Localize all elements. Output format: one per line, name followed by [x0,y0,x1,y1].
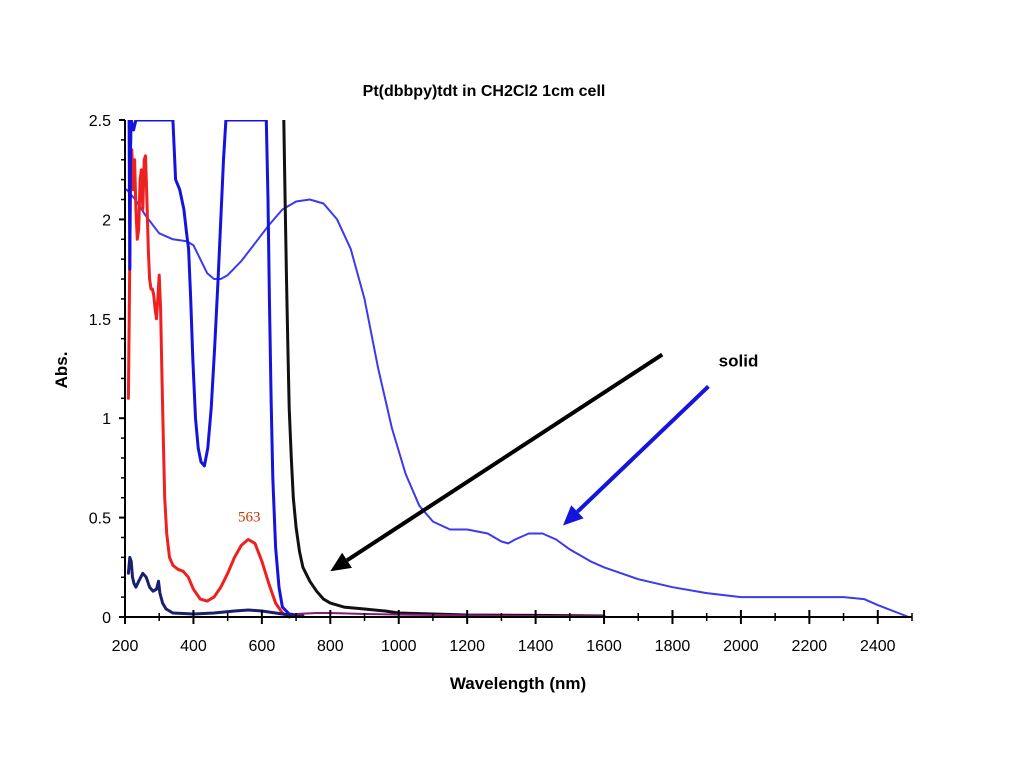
x-tick-label: 600 [249,638,276,655]
x-ticks: 200 400 600 800 1000 1200 1400 1600 1800 2000 2200… [112,610,913,655]
x-tick-label: 1200 [449,638,485,655]
y-ticks: 0 0.5 1 1.5 2 2.5 [89,113,125,627]
series-line-blue_thick [127,120,298,617]
x-tick-label: 1400 [518,638,554,655]
annotations: 563 solid [238,352,758,526]
chart-title: Pt(dbbpy)tdt in CH2Cl2 1cm cell [363,83,606,100]
y-tick-label: 0.5 [89,511,111,528]
x-tick-label: 1800 [655,638,691,655]
x-axis-label: Wavelength (nm) [450,674,586,693]
x-tick-label: 2200 [792,638,828,655]
y-tick-label: 1 [102,411,111,428]
x-tick-label: 1000 [381,638,417,655]
series-line-navy [126,555,305,618]
x-tick-label: 2400 [860,638,896,655]
y-tick-label: 2 [102,212,111,229]
x-tick-label: 200 [112,638,139,655]
x-tick-label: 400 [180,638,207,655]
overlapping-label-mask [540,346,610,358]
y-tick-label: 1.5 [89,312,111,329]
series-line-solid [125,188,910,618]
x-tick-label: 2000 [723,638,759,655]
x-tick-label: 800 [317,638,344,655]
axes [124,120,912,618]
x-tick-label: 1600 [586,638,622,655]
series-line-red [126,148,291,619]
black_arrow-shaft [345,352,664,563]
plot-lines [125,120,910,619]
series-line-black [282,120,606,618]
peak_label: 563 [238,510,261,526]
blue_arrow-shaft [576,384,710,514]
y-tick-label: 0 [102,610,111,627]
y-axis-label: Abs. [52,352,71,389]
black_arrow-head [330,552,352,572]
blue_arrow-head [562,505,584,526]
annotation-arrows [330,352,710,572]
solid_label: solid [719,352,759,371]
y-tick-label: 2.5 [89,113,111,130]
